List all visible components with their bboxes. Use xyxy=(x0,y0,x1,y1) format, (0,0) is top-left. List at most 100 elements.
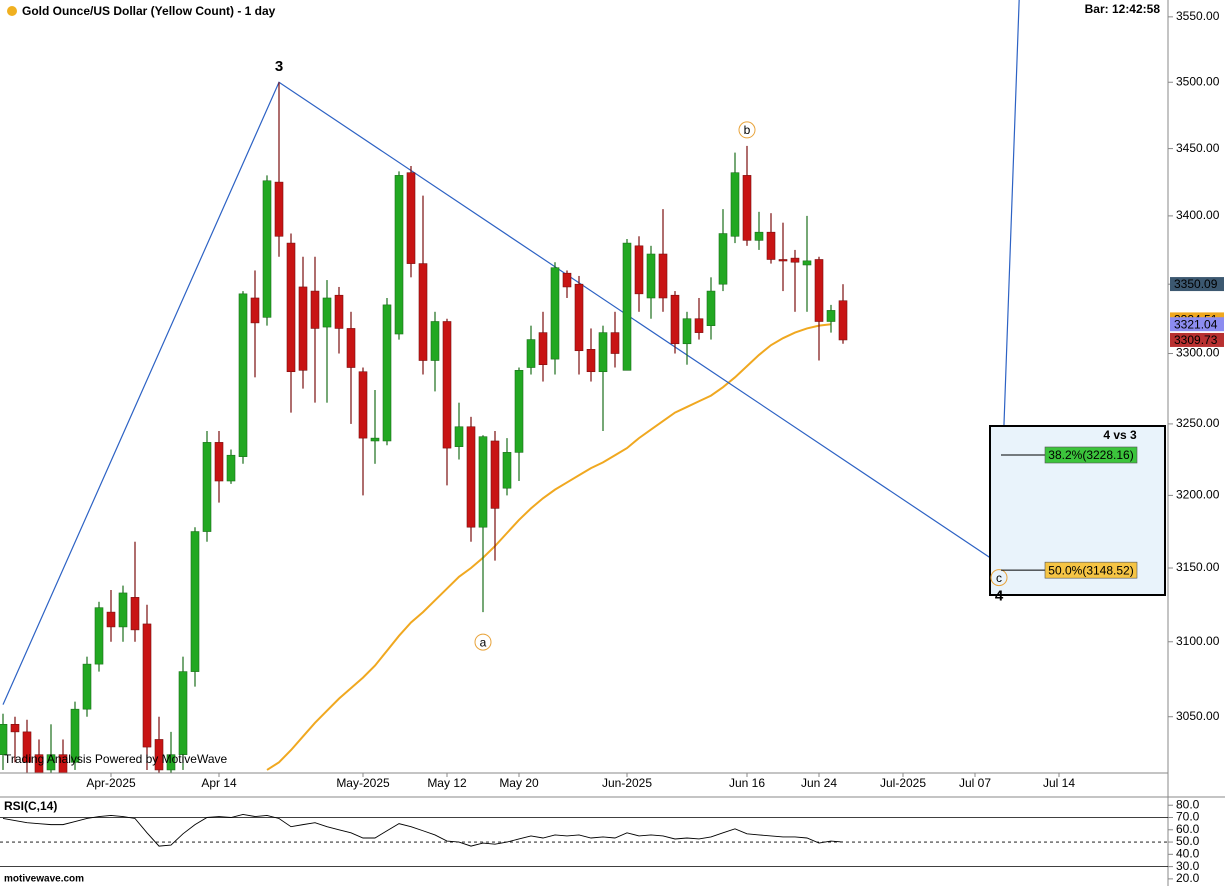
y-tick-label: 3250.00 xyxy=(1176,416,1220,430)
rsi-tick-label: 60.0 xyxy=(1176,822,1200,836)
candle-body xyxy=(322,297,332,328)
candle-body xyxy=(754,231,764,241)
wave-label: a xyxy=(480,635,487,649)
candle-body xyxy=(706,290,716,326)
candle-body xyxy=(454,426,464,447)
candle-body xyxy=(418,263,428,361)
rsi-title: RSI(C,14) xyxy=(4,799,57,813)
y-tick-label: 3050.00 xyxy=(1176,709,1220,723)
fib-label: 38.2%(3228.16) xyxy=(1048,448,1133,462)
candle-body xyxy=(250,297,260,324)
x-tick-label: May 12 xyxy=(427,776,467,790)
candle-body xyxy=(658,253,668,299)
candle-body xyxy=(526,339,536,368)
candle-body xyxy=(562,272,572,288)
candle-body xyxy=(634,245,644,295)
candle-body xyxy=(550,267,560,360)
overlay: 3 a b c 4 4 vs 3 38.2%(3228.16) 50.0%(3148.52) xyxy=(275,58,1138,651)
fib-label-box xyxy=(1044,561,1138,579)
candle-body xyxy=(166,754,176,771)
candle-body xyxy=(394,175,404,335)
fib-title: 4 vs 3 xyxy=(1103,428,1137,442)
candle-body xyxy=(226,454,236,482)
price-tag xyxy=(1170,317,1224,332)
candle-body xyxy=(178,671,188,755)
candle-body xyxy=(598,332,608,373)
candle-body xyxy=(778,259,788,262)
rsi-tick-label: 50.0 xyxy=(1176,834,1200,848)
rsi-tick-label: 40.0 xyxy=(1176,847,1200,861)
candle-body xyxy=(490,440,500,509)
candle-body xyxy=(130,597,140,631)
candle-body xyxy=(286,242,296,373)
wave-label-circle xyxy=(738,121,756,139)
candle-body xyxy=(154,739,164,771)
candle-body xyxy=(22,731,32,763)
x-tick-label: Apr-2025 xyxy=(86,776,136,790)
x-tick-label: Apr 14 xyxy=(201,776,237,790)
bar-time: Bar: 12:42:58 xyxy=(1085,2,1161,16)
fib-label-box xyxy=(1044,446,1138,464)
rsi-tick-label: 30.0 xyxy=(1176,859,1200,873)
y-tick-label: 3450.00 xyxy=(1176,141,1220,155)
candle-body xyxy=(82,663,92,710)
candle-body xyxy=(334,294,344,329)
y-tick-label: 3500.00 xyxy=(1176,74,1220,88)
y-tick-label: 3550.00 xyxy=(1176,9,1220,23)
candle-body xyxy=(646,253,656,299)
fib-label: 50.0%(3148.52) xyxy=(1048,563,1133,577)
candle-body xyxy=(190,531,200,672)
candle-body xyxy=(586,349,596,373)
candle-body xyxy=(682,318,692,345)
candle-body xyxy=(622,242,632,371)
wave-line xyxy=(2,0,1020,705)
candle-body xyxy=(0,723,8,755)
candle-body xyxy=(358,371,368,439)
wave-label-circle xyxy=(990,569,1008,587)
candle-body xyxy=(70,708,80,763)
x-tick-label: Jun-2025 xyxy=(602,776,652,790)
candle-body xyxy=(670,294,680,345)
candle-body xyxy=(274,181,284,237)
candle-body xyxy=(346,328,356,368)
candle-body xyxy=(46,754,56,771)
candle-body xyxy=(766,231,776,260)
candle-body xyxy=(94,607,104,665)
candle-body xyxy=(610,332,620,354)
x-tick-label: May 20 xyxy=(499,776,539,790)
x-tick-label: Jul-2025 xyxy=(880,776,926,790)
rsi-tick-label: 80.0 xyxy=(1176,797,1200,811)
wave-label-circle xyxy=(474,633,492,651)
candle-body xyxy=(502,452,512,489)
candle-body xyxy=(406,172,416,264)
candle-body xyxy=(238,293,248,457)
candle-body xyxy=(514,370,524,453)
rsi-tick-label: 20.0 xyxy=(1176,871,1200,885)
candle-body xyxy=(814,259,824,322)
candle-body xyxy=(694,318,704,333)
wave-label: 4 xyxy=(995,588,1004,605)
y-tick-label: 3400.00 xyxy=(1176,208,1220,222)
rsi-line xyxy=(2,813,844,847)
x-tick-label: Jun 24 xyxy=(801,776,837,790)
moving-average xyxy=(266,323,832,771)
y-tick-label: 3300.00 xyxy=(1176,346,1220,360)
candle-body xyxy=(10,723,20,733)
price-tag-label: 3321.04 xyxy=(1174,317,1218,331)
y-tick-label: 3200.00 xyxy=(1176,488,1220,502)
candle-body xyxy=(202,442,212,532)
price-tag xyxy=(1170,277,1224,292)
candle-body xyxy=(430,321,440,361)
wave-label: b xyxy=(744,123,751,137)
rsi-tick-label: 70.0 xyxy=(1176,810,1200,824)
price-tag-label: 3350.09 xyxy=(1174,277,1218,291)
candle-body xyxy=(790,257,800,263)
candle-body xyxy=(574,283,584,352)
candle-body xyxy=(730,172,740,237)
price-plot xyxy=(0,0,1020,773)
price-tag xyxy=(1170,332,1224,347)
x-tick-label: Jun 16 xyxy=(729,776,765,790)
candle-body xyxy=(718,233,728,285)
candle-body xyxy=(466,426,476,528)
